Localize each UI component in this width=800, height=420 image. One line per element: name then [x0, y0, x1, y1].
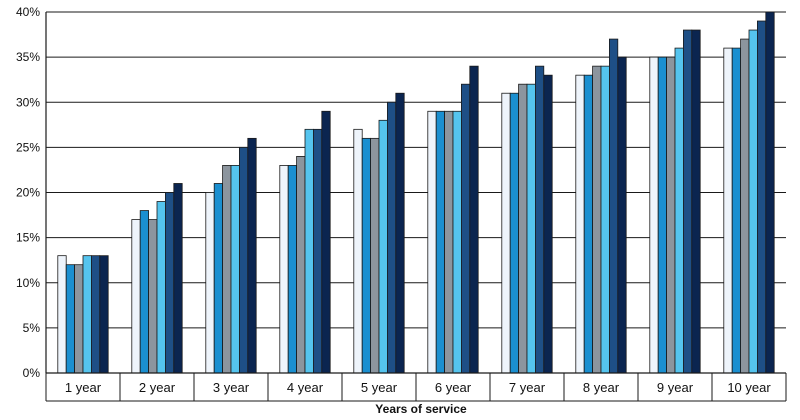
y-tick-label: 10% — [16, 276, 40, 290]
x-tick-label: 10 year — [727, 380, 771, 395]
y-tick-label: 25% — [16, 140, 40, 154]
bar — [321, 110, 331, 374]
bar — [74, 264, 84, 374]
x-tick-label: 1 year — [65, 380, 102, 395]
bar — [657, 56, 668, 374]
bar — [279, 165, 289, 374]
bar — [518, 83, 528, 374]
x-tick-label: 4 year — [287, 380, 324, 395]
bar — [543, 74, 553, 374]
bar — [148, 219, 158, 374]
bar — [353, 128, 363, 374]
y-tick-labels: 0% 5% 10% 15% 20% 25% 30% 35% 40% — [16, 5, 40, 380]
x-tick-label: 3 year — [213, 380, 250, 395]
bar — [740, 38, 750, 374]
bar — [370, 137, 380, 374]
bar — [469, 65, 479, 374]
bar — [91, 255, 101, 374]
y-tick-label: 40% — [16, 5, 40, 19]
bar — [296, 155, 306, 374]
y-tick-label: 15% — [16, 231, 40, 245]
bar — [222, 165, 232, 374]
bar — [723, 47, 733, 374]
bar — [99, 255, 109, 374]
bar — [748, 29, 758, 374]
bar — [312, 128, 323, 374]
bar — [617, 56, 627, 374]
bar — [82, 255, 92, 374]
bar — [583, 74, 594, 374]
y-tick-label: 20% — [16, 186, 40, 200]
bar — [435, 110, 446, 374]
bar — [452, 110, 462, 374]
bar — [395, 92, 405, 374]
bar — [575, 74, 585, 374]
bar — [600, 65, 610, 374]
bar — [205, 192, 215, 374]
bar — [213, 183, 223, 374]
bar — [164, 192, 175, 374]
bar — [131, 219, 141, 374]
bar — [765, 11, 775, 374]
x-axis-title: Years of service — [375, 402, 467, 416]
y-tick-label: 0% — [23, 366, 41, 380]
bar — [444, 110, 454, 374]
bar — [757, 20, 767, 374]
x-tick-label: 2 year — [139, 380, 176, 395]
y-tick-label: 35% — [16, 50, 40, 64]
bar — [427, 110, 437, 374]
bar — [173, 183, 183, 374]
x-tick-label: 6 year — [435, 380, 472, 395]
bar — [731, 47, 742, 374]
bar — [666, 56, 676, 374]
bar — [238, 146, 249, 374]
x-tick-label: 5 year — [361, 380, 398, 395]
bar — [691, 29, 701, 374]
bar — [526, 83, 536, 374]
bar — [378, 119, 388, 374]
y-tick-label: 5% — [23, 321, 41, 335]
bar — [460, 83, 471, 374]
x-tick-label: 7 year — [509, 380, 546, 395]
bar — [304, 128, 314, 374]
bar — [386, 101, 397, 374]
bar — [649, 56, 659, 374]
x-tick-label: 9 year — [657, 380, 694, 395]
bar — [57, 255, 67, 374]
x-tick-labels: 1 year 2 year 3 year 4 year 5 year 6 year 7 ye… — [65, 380, 771, 395]
bar — [139, 210, 149, 374]
bar — [65, 264, 75, 374]
bar — [683, 29, 693, 374]
x-tick-label: 8 year — [583, 380, 620, 395]
bar — [156, 201, 166, 374]
axes — [45, 12, 787, 402]
bar — [609, 38, 619, 374]
bar — [287, 165, 298, 374]
y-tick-label: 30% — [16, 95, 40, 109]
bar — [674, 47, 684, 374]
bar — [592, 65, 602, 374]
bar — [535, 65, 545, 374]
bar — [509, 92, 520, 374]
bar — [247, 137, 257, 374]
bar — [361, 137, 372, 374]
bar — [501, 92, 511, 374]
bar — [230, 165, 240, 374]
bars — [57, 11, 775, 374]
